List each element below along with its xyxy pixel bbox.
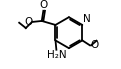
Text: O: O bbox=[90, 41, 98, 51]
Text: O: O bbox=[25, 17, 33, 27]
Text: N: N bbox=[83, 14, 91, 24]
Text: H₂N: H₂N bbox=[47, 50, 66, 60]
Text: O: O bbox=[39, 0, 48, 10]
